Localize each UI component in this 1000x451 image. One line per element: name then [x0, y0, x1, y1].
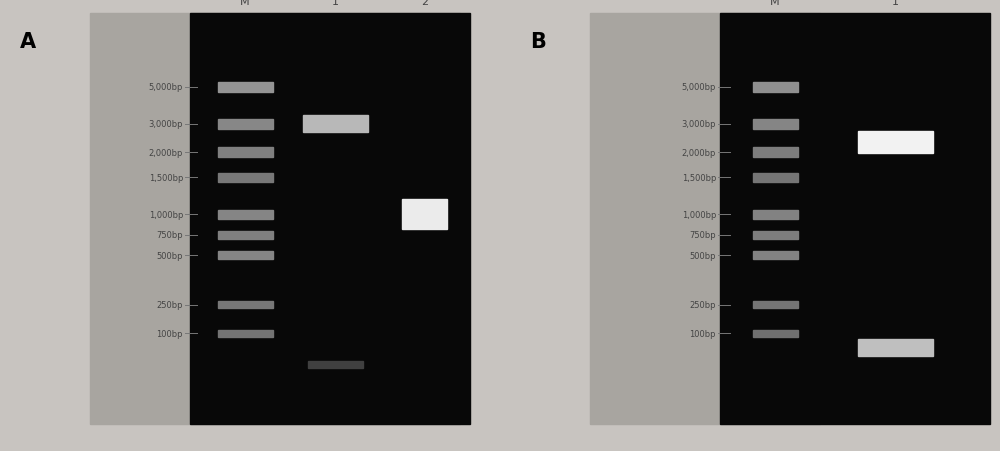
Bar [753, 330, 798, 337]
Bar [218, 148, 272, 158]
Bar [753, 83, 798, 92]
Bar [218, 301, 272, 308]
Text: 5,000bp: 5,000bp [682, 83, 716, 92]
Bar [753, 173, 798, 182]
Bar [302, 116, 368, 133]
Text: B: B [530, 32, 546, 51]
Bar [753, 210, 798, 219]
Text: 2,000bp: 2,000bp [682, 148, 716, 157]
Text: 100bp: 100bp [156, 329, 183, 338]
Text: 1,500bp: 1,500bp [682, 173, 716, 182]
Bar [218, 252, 272, 260]
Text: 750bp: 750bp [156, 230, 183, 239]
Bar [402, 200, 447, 229]
Bar [753, 252, 798, 260]
Bar [720, 14, 990, 424]
Text: 3,000bp: 3,000bp [148, 120, 183, 129]
Bar [218, 210, 272, 219]
Text: 500bp: 500bp [690, 251, 716, 260]
Bar [218, 83, 272, 92]
Text: 1: 1 [892, 0, 898, 7]
Text: 250bp: 250bp [690, 300, 716, 309]
Text: M: M [240, 0, 250, 7]
Text: 750bp: 750bp [689, 230, 716, 239]
Text: 5,000bp: 5,000bp [149, 83, 183, 92]
Bar [218, 330, 272, 337]
Bar [90, 14, 460, 424]
Text: 3,000bp: 3,000bp [682, 120, 716, 129]
Bar [218, 173, 272, 182]
Text: 1,000bp: 1,000bp [149, 210, 183, 219]
Bar [753, 301, 798, 308]
Text: 1,000bp: 1,000bp [682, 210, 716, 219]
Text: A: A [20, 32, 36, 51]
Text: 100bp: 100bp [690, 329, 716, 338]
Text: 1,500bp: 1,500bp [149, 173, 183, 182]
Bar [753, 231, 798, 239]
Bar [190, 14, 470, 424]
Text: M: M [770, 0, 780, 7]
Bar [753, 148, 798, 158]
Bar [308, 361, 362, 368]
Text: 250bp: 250bp [156, 300, 183, 309]
Text: 1: 1 [332, 0, 338, 7]
Text: 2: 2 [421, 0, 429, 7]
Bar [218, 120, 272, 129]
Bar [590, 14, 820, 424]
Bar [858, 132, 932, 154]
Bar [858, 340, 932, 357]
Bar [218, 231, 272, 239]
Text: 500bp: 500bp [156, 251, 183, 260]
Bar [753, 120, 798, 129]
Text: 2,000bp: 2,000bp [149, 148, 183, 157]
